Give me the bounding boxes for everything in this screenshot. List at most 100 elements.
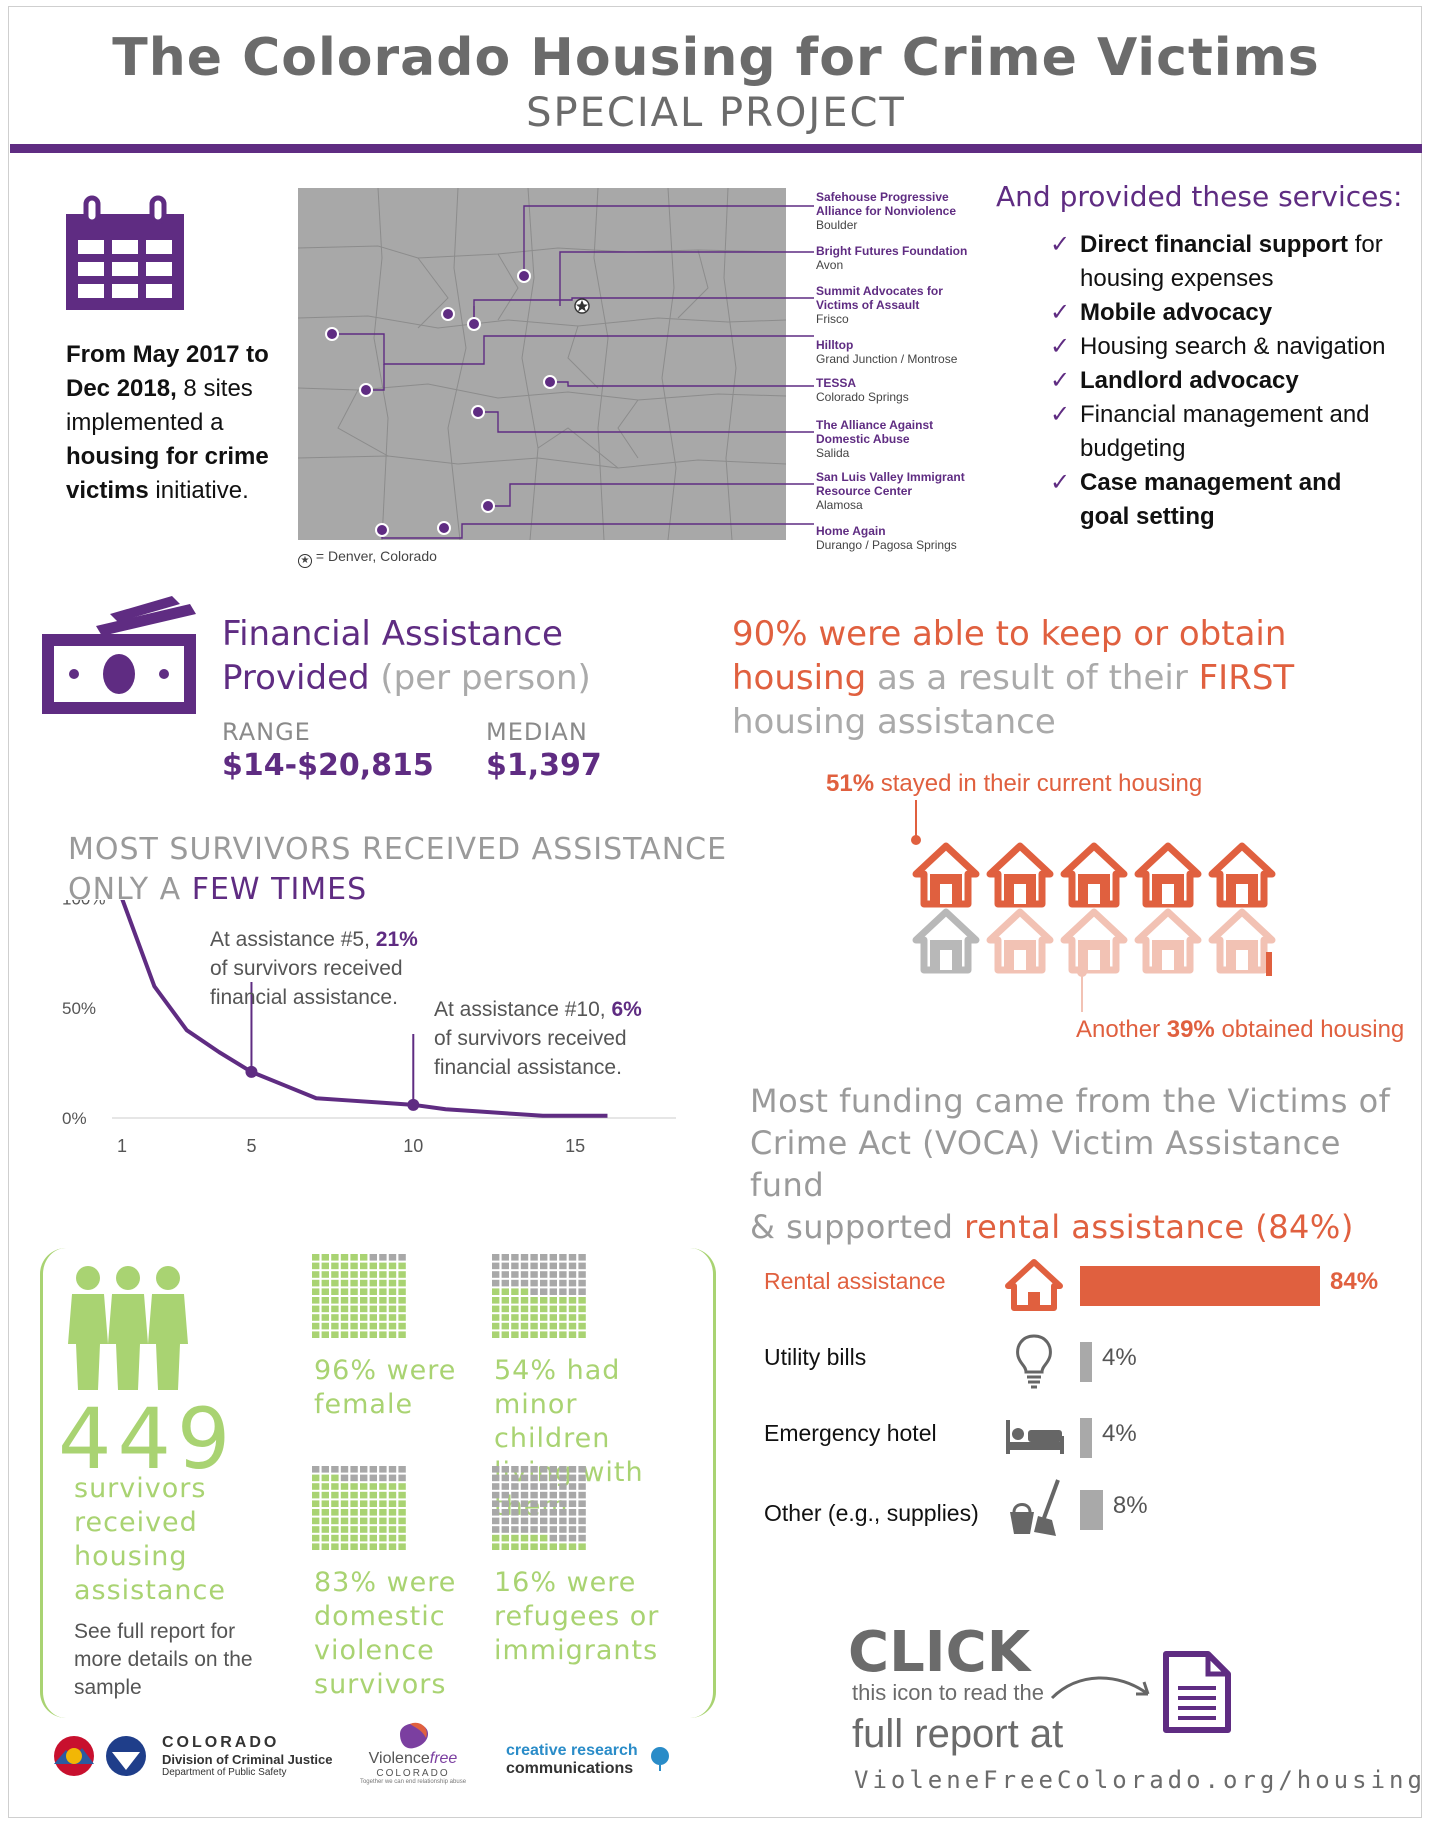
waffle-cell xyxy=(559,1331,567,1338)
report-document-icon[interactable] xyxy=(1162,1650,1232,1734)
obtained-pointer xyxy=(1077,967,1087,1012)
site-label-colorado-springs: TESSA Colorado Springs xyxy=(816,376,909,404)
waffle-cell xyxy=(369,1322,377,1330)
waffle-cell xyxy=(340,1314,349,1321)
waffle-cell xyxy=(388,1314,397,1321)
waffle-cell xyxy=(520,1466,529,1473)
bar-label: Rental assistance xyxy=(764,1268,946,1294)
waffle-cell xyxy=(350,1297,358,1304)
series-line xyxy=(120,900,608,1118)
waffle-cell xyxy=(398,1483,406,1490)
waffle-cell xyxy=(340,1534,349,1542)
waffle-cell xyxy=(312,1322,320,1330)
waffle-cell xyxy=(398,1474,406,1482)
waffle-cell xyxy=(492,1466,500,1473)
waffle-cell xyxy=(530,1297,538,1304)
survivors-panel xyxy=(40,1248,716,1718)
waffle-cell xyxy=(321,1254,329,1261)
waffle-cell xyxy=(540,1314,548,1321)
waffle-cell xyxy=(492,1509,500,1516)
report-link[interactable]: VioleneFreeColorado.org/housing xyxy=(854,1766,1426,1794)
waffle-cell xyxy=(492,1305,500,1313)
waffle-cell xyxy=(331,1322,339,1330)
waffle-cell xyxy=(540,1254,548,1261)
waffle-cell xyxy=(511,1466,519,1473)
waffle-cell xyxy=(568,1534,577,1542)
waffle-cell xyxy=(340,1331,349,1338)
waffle-cell xyxy=(379,1331,387,1338)
violence-free-logo: Violencefree COLORADO Together we can en… xyxy=(359,1750,467,1785)
waffle-cell xyxy=(340,1483,349,1490)
waffle-cell xyxy=(530,1288,538,1295)
waffle-cell xyxy=(360,1534,368,1542)
waffle-cell xyxy=(360,1517,368,1525)
waffle-cell xyxy=(511,1483,519,1490)
stat-female: 96% were female xyxy=(314,1355,457,1420)
waffle-cell xyxy=(511,1534,519,1542)
waffle-cell xyxy=(559,1314,567,1321)
waffle-cell xyxy=(340,1491,349,1499)
waffle-cell xyxy=(360,1466,368,1473)
waffle-cell xyxy=(540,1534,548,1542)
house-icon xyxy=(1060,842,1128,908)
waffle-cell xyxy=(331,1314,339,1321)
waffle-cell xyxy=(492,1483,500,1490)
waffle-cell xyxy=(578,1526,586,1533)
waffle-cell xyxy=(492,1279,500,1287)
waffle-cell xyxy=(492,1534,500,1542)
waffle-cell xyxy=(340,1526,349,1533)
waffle-cell xyxy=(549,1262,557,1270)
waffle-cell xyxy=(369,1305,377,1313)
map-graphic xyxy=(298,188,814,541)
waffle-cell xyxy=(331,1331,339,1338)
map-legend: ★ = Denver, Colorado xyxy=(298,548,437,568)
waffle-cell xyxy=(379,1305,387,1313)
bar-label: Emergency hotel xyxy=(764,1420,937,1446)
bar-fill xyxy=(1080,1490,1103,1530)
waffle-cell xyxy=(350,1491,358,1499)
waffle-cell xyxy=(360,1305,368,1313)
waffle-cell xyxy=(360,1254,368,1261)
waffle-cell xyxy=(398,1279,406,1287)
click-line-1: this icon to read the xyxy=(852,1680,1045,1705)
waffle-cell xyxy=(540,1543,548,1550)
waffle-cell xyxy=(379,1271,387,1278)
waffle-cell xyxy=(388,1526,397,1533)
waffle-cell xyxy=(501,1271,509,1278)
waffle-cell xyxy=(331,1509,339,1516)
waffle-cell xyxy=(331,1271,339,1278)
waffle-cell xyxy=(511,1271,519,1278)
checkmark-icon: ✓ xyxy=(1050,367,1071,394)
waffle-cell xyxy=(511,1474,519,1482)
waffle-cell xyxy=(578,1322,586,1330)
waffle-cell xyxy=(549,1279,557,1287)
annotation-5: At assistance #5, 21% of survivors recei… xyxy=(210,928,418,1009)
waffle-cell xyxy=(350,1271,358,1278)
waffle-cell xyxy=(501,1297,509,1304)
waffle-cell xyxy=(540,1491,548,1499)
waffle-cell xyxy=(350,1279,358,1287)
funding-bar-rental: Rental assistance 84% xyxy=(764,1254,1404,1314)
waffle-cell xyxy=(321,1279,329,1287)
waffle-cell xyxy=(388,1297,397,1304)
waffle-cell xyxy=(501,1474,509,1482)
waffle-cell xyxy=(379,1254,387,1261)
header: The Colorado Housing for Crime Victims S… xyxy=(10,8,1422,148)
assistance-chart-title: MOST SURVIVORS RECEIVED ASSISTANCE ONLY … xyxy=(68,832,728,907)
waffle-cell xyxy=(492,1526,500,1533)
waffle-cell xyxy=(578,1466,586,1473)
service-item: ✓ Case management and goal setting xyxy=(1050,466,1390,534)
house-icon xyxy=(1060,908,1128,974)
waffle-cell xyxy=(540,1322,548,1330)
waffle-cell xyxy=(568,1254,577,1261)
waffle-cell xyxy=(520,1314,529,1321)
waffle-cell xyxy=(350,1288,358,1295)
waffle-cell xyxy=(530,1543,538,1550)
waffle-cell xyxy=(340,1322,349,1330)
waffle-cell xyxy=(568,1526,577,1533)
x-tick-label: 5 xyxy=(246,1136,256,1156)
house-icon xyxy=(1208,908,1276,974)
waffle-cell xyxy=(559,1526,567,1533)
waffle-cell xyxy=(340,1500,349,1507)
waffle-cell xyxy=(511,1314,519,1321)
